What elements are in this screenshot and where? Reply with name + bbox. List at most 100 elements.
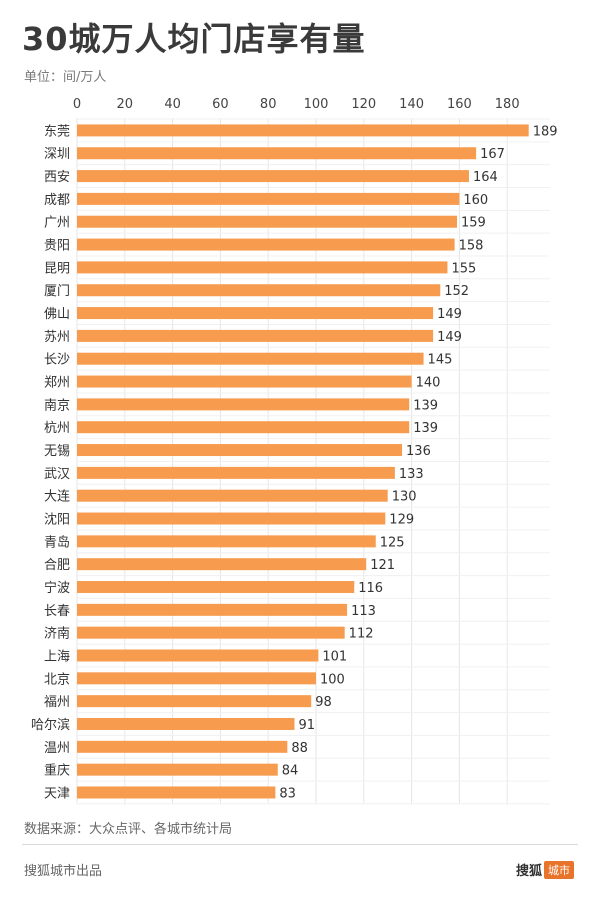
value-label: 88 — [291, 741, 308, 756]
data-source: 数据来源：大众点评、各城市统计局 — [24, 822, 233, 837]
value-label: 189 — [533, 124, 558, 139]
category-label: 济南 — [44, 626, 70, 642]
value-label: 140 — [416, 376, 441, 391]
value-label: 149 — [437, 307, 462, 322]
bar — [77, 398, 410, 411]
category-label: 合肥 — [44, 558, 70, 573]
category-label: 昆明 — [44, 261, 70, 276]
bar — [77, 672, 316, 685]
category-label: 上海 — [44, 650, 70, 665]
category-label: 厦门 — [44, 284, 70, 299]
category-label: 大连 — [44, 489, 70, 505]
bar — [77, 261, 448, 274]
bar — [77, 786, 276, 799]
value-label: 83 — [279, 786, 296, 801]
value-label: 112 — [349, 627, 374, 642]
category-label: 西安 — [44, 170, 70, 185]
bar — [77, 466, 395, 479]
value-label: 164 — [473, 170, 498, 185]
value-label: 101 — [322, 650, 347, 665]
category-label: 深圳 — [44, 147, 70, 162]
category-label: 宁波 — [44, 580, 70, 596]
bar — [77, 352, 424, 365]
value-label: 129 — [389, 513, 414, 528]
category-label: 南京 — [44, 397, 70, 413]
category-label: 长沙 — [44, 353, 70, 368]
value-label: 136 — [406, 444, 431, 459]
bar — [77, 421, 410, 434]
value-label: 98 — [315, 695, 332, 710]
bar — [77, 238, 455, 251]
chart-title: 30城万人均门店享有量 — [22, 20, 366, 58]
bar — [77, 626, 345, 639]
value-label: 113 — [351, 604, 376, 619]
value-label: 139 — [413, 398, 438, 413]
bar — [77, 124, 529, 137]
x-tick-label: 0 — [73, 97, 81, 112]
bar — [77, 603, 348, 616]
category-label: 长春 — [44, 604, 70, 619]
x-tick-label: 180 — [495, 97, 520, 112]
x-tick-label: 160 — [447, 97, 472, 112]
bar — [77, 170, 469, 183]
category-label: 广州 — [44, 216, 70, 231]
bar — [77, 192, 460, 205]
category-label: 武汉 — [44, 467, 70, 482]
footer-divider — [22, 844, 578, 845]
value-label: 116 — [358, 581, 383, 596]
value-label: 152 — [444, 284, 469, 299]
brand-badge: 城市 — [544, 860, 574, 879]
category-label: 成都 — [44, 193, 70, 208]
bar — [77, 581, 355, 594]
bar — [77, 307, 434, 320]
category-label: 杭州 — [44, 421, 70, 436]
x-tick-label: 40 — [164, 97, 181, 112]
bar — [77, 284, 441, 297]
bar — [77, 695, 312, 708]
value-label: 158 — [459, 239, 484, 254]
bar-chart: 0 20 40 60 80 100 120 140 160 180 东莞 189 深圳 167 西安 164 成… — [31, 97, 558, 805]
bar — [77, 444, 403, 457]
value-label: 100 — [320, 672, 345, 687]
value-label: 130 — [392, 490, 417, 505]
category-label: 温州 — [44, 741, 70, 756]
category-label: 佛山 — [44, 307, 70, 322]
brand-logo: 搜狐 城市 — [516, 860, 574, 879]
bar — [77, 535, 376, 548]
value-label: 125 — [380, 535, 405, 550]
bar — [77, 717, 295, 730]
value-label: 133 — [399, 467, 424, 482]
value-label: 139 — [413, 421, 438, 436]
value-label: 84 — [282, 764, 299, 779]
value-label: 145 — [428, 353, 453, 368]
x-tick-label: 140 — [399, 97, 424, 112]
x-tick-label: 80 — [260, 97, 277, 112]
x-tick-label: 60 — [212, 97, 229, 112]
brand-name: 搜狐 — [515, 864, 542, 879]
bar — [77, 740, 288, 753]
x-tick-label: 20 — [117, 97, 134, 112]
category-label: 重庆 — [44, 763, 70, 779]
value-label: 91 — [298, 718, 315, 733]
bar — [77, 489, 388, 502]
bar — [77, 147, 477, 160]
category-label: 青岛 — [44, 534, 70, 550]
category-label: 无锡 — [44, 444, 70, 459]
category-label: 哈尔滨 — [31, 717, 70, 733]
category-label: 东莞 — [44, 124, 70, 139]
category-label: 苏州 — [44, 329, 70, 345]
x-tick-label: 100 — [304, 97, 329, 112]
bar — [77, 375, 412, 388]
producer-credit: 搜狐城市出品 — [24, 864, 103, 879]
value-label: 155 — [451, 261, 476, 276]
category-label: 天津 — [44, 786, 70, 801]
category-label: 沈阳 — [44, 513, 70, 528]
value-label: 159 — [461, 216, 486, 231]
unit-label: 单位：间/万人 — [24, 70, 107, 85]
bar — [77, 215, 458, 228]
value-label: 121 — [370, 558, 395, 573]
category-label: 贵阳 — [44, 239, 70, 254]
value-label: 167 — [480, 147, 505, 162]
category-label: 郑州 — [44, 376, 70, 391]
category-label: 北京 — [44, 672, 70, 687]
